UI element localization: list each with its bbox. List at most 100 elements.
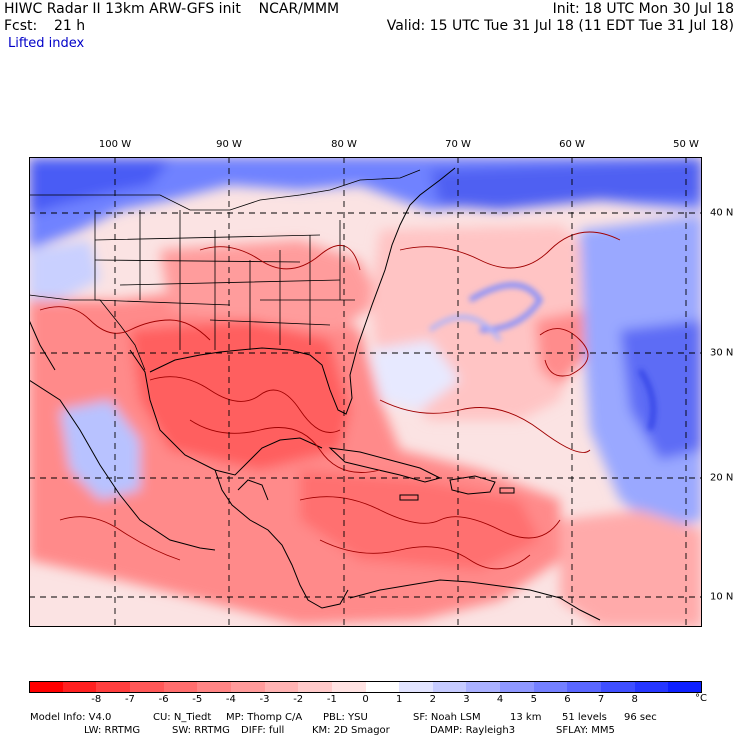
- field-atlantic-island: [535, 310, 592, 385]
- colorbar-cell: [533, 681, 568, 693]
- field-canada-deep: [29, 160, 170, 215]
- colorbar-cell: [567, 681, 602, 693]
- model-info-item: 96 sec: [624, 712, 657, 723]
- hispaniola: [449, 475, 496, 495]
- colorbar-tick-label: 5: [530, 694, 537, 705]
- colorbar-tick-label: -8: [91, 694, 102, 705]
- lat-label-20n: 20 N: [710, 472, 734, 484]
- us-canada-border: [29, 169, 421, 211]
- fcst-label: Fcst:: [4, 18, 38, 34]
- lon-label-50w: 50 W: [673, 139, 699, 150]
- model-info-item: SFLAY: MM5: [556, 725, 615, 736]
- model-info-item: Model Info: V4.0: [30, 712, 112, 723]
- contour-10: [379, 399, 591, 453]
- lat-label-40n: 40 N: [710, 207, 734, 219]
- field-east-atlantic-deep: [620, 320, 702, 460]
- field-swirl-3: [637, 368, 656, 431]
- coastlines: [29, 167, 601, 621]
- central-america: [214, 469, 349, 609]
- cuba: [328, 447, 442, 483]
- colorbar-tick-label: 3: [463, 694, 470, 705]
- colorbar-tick-label: -7: [124, 694, 135, 705]
- field-bahamas-light: [370, 340, 460, 410]
- field-atlantic-north-blue: [430, 160, 702, 210]
- colorbar-cell: [331, 681, 366, 693]
- fcst-value: 21 h: [54, 18, 86, 34]
- colorbar-cell: [197, 681, 232, 693]
- colorbar-tick-label: 7: [597, 694, 605, 705]
- colorbar-cell: [634, 681, 669, 693]
- lat-label-10n: 10 N: [710, 591, 734, 603]
- contour-1: [39, 306, 211, 341]
- colorbar-cell: [668, 681, 703, 693]
- puerto-rico: [499, 487, 515, 494]
- latlon-grid: [29, 157, 702, 627]
- south-america-coast: [349, 579, 601, 621]
- colorbar-cell: [163, 681, 198, 693]
- colorbar-cell: [432, 681, 467, 693]
- contour-6: [199, 245, 361, 271]
- model-info-item: LW: RRTMG: [84, 725, 141, 736]
- colorbar-cell: [129, 681, 165, 693]
- contour-9: [59, 516, 181, 561]
- colorbar-cell: [466, 681, 501, 693]
- field-swirl-1: [468, 282, 544, 333]
- field-swirl-2: [428, 315, 502, 342]
- model-info-item: 51 levels: [562, 712, 607, 723]
- colorbar-cell: [601, 681, 636, 693]
- colorbar-cell: [96, 681, 131, 693]
- colorbar-tick-label: -5: [192, 694, 203, 705]
- field-mexico-blue: [60, 400, 140, 500]
- lon-label-90w: 90 W: [216, 139, 242, 150]
- map-frame: [29, 157, 702, 627]
- mexico-pacific-coast: [29, 379, 216, 551]
- gulf-coast: [129, 167, 456, 476]
- colorbar-tick-label: -6: [158, 694, 169, 705]
- colorbar-tick-label: 1: [395, 694, 403, 705]
- gulf-north-coast: [149, 349, 241, 373]
- colorbar-cell: [365, 681, 400, 693]
- valid-time: Valid: 15 UTC Tue 31 Jul 18 (11 EDT Tue …: [386, 18, 734, 34]
- colorbar-tick-label: 4: [496, 694, 504, 705]
- field-caribbean-core: [300, 470, 540, 570]
- contour-7: [539, 328, 589, 377]
- colorbar-tick-label: 8: [631, 694, 638, 705]
- model-info-item: SW: RRTMG: [172, 725, 230, 736]
- model-info-item: SF: Noah LSM: [413, 712, 481, 723]
- model-info-item: DIFF: full: [241, 725, 285, 736]
- colorbar-tick-label: 0: [362, 694, 369, 705]
- model-info-item: 13 km: [510, 712, 542, 723]
- political-borders: [29, 169, 421, 371]
- contours: [39, 231, 621, 570]
- state-lines-h: [94, 234, 355, 326]
- contour-2: [149, 376, 341, 433]
- colorbar-tick-label: 6: [564, 694, 571, 705]
- model-info-item: KM: 2D Smagor: [312, 725, 390, 736]
- lon-label-100w: 100 W: [98, 139, 132, 150]
- colorbar-cell: [264, 681, 299, 693]
- field-venezuela-light: [560, 510, 702, 627]
- contour-3: [189, 419, 381, 473]
- colorbar-unit: °C: [695, 693, 707, 704]
- jamaica: [399, 494, 419, 501]
- map-field: [29, 157, 702, 627]
- colorbar-cell: [29, 681, 64, 693]
- lon-label-70w: 70 W: [445, 139, 471, 150]
- state-lines-v: [94, 210, 341, 350]
- model-title: HIWC Radar II 13km ARW-GFS init NCAR/MMM: [4, 1, 340, 17]
- contour-5: [319, 539, 531, 570]
- field-name: Lifted index: [8, 36, 85, 51]
- colorbar-cell: [399, 681, 434, 693]
- lat-label-30n: 30 N: [710, 347, 734, 359]
- colorbar-cell: [62, 681, 97, 693]
- baja: [29, 319, 56, 371]
- colorbar-tick-label: -2: [293, 694, 304, 705]
- lon-label-60w: 60 W: [559, 139, 585, 150]
- field-west-light: [29, 240, 100, 310]
- model-info-item: DAMP: Rayleigh3: [430, 725, 516, 736]
- model-info-item: MP: Thomp C/A: [226, 712, 303, 723]
- model-info-item: CU: N_Tiedt: [153, 712, 212, 723]
- contour-4: [299, 496, 561, 539]
- init-time: Init: 18 UTC Mon 30 Jul 18: [552, 1, 734, 17]
